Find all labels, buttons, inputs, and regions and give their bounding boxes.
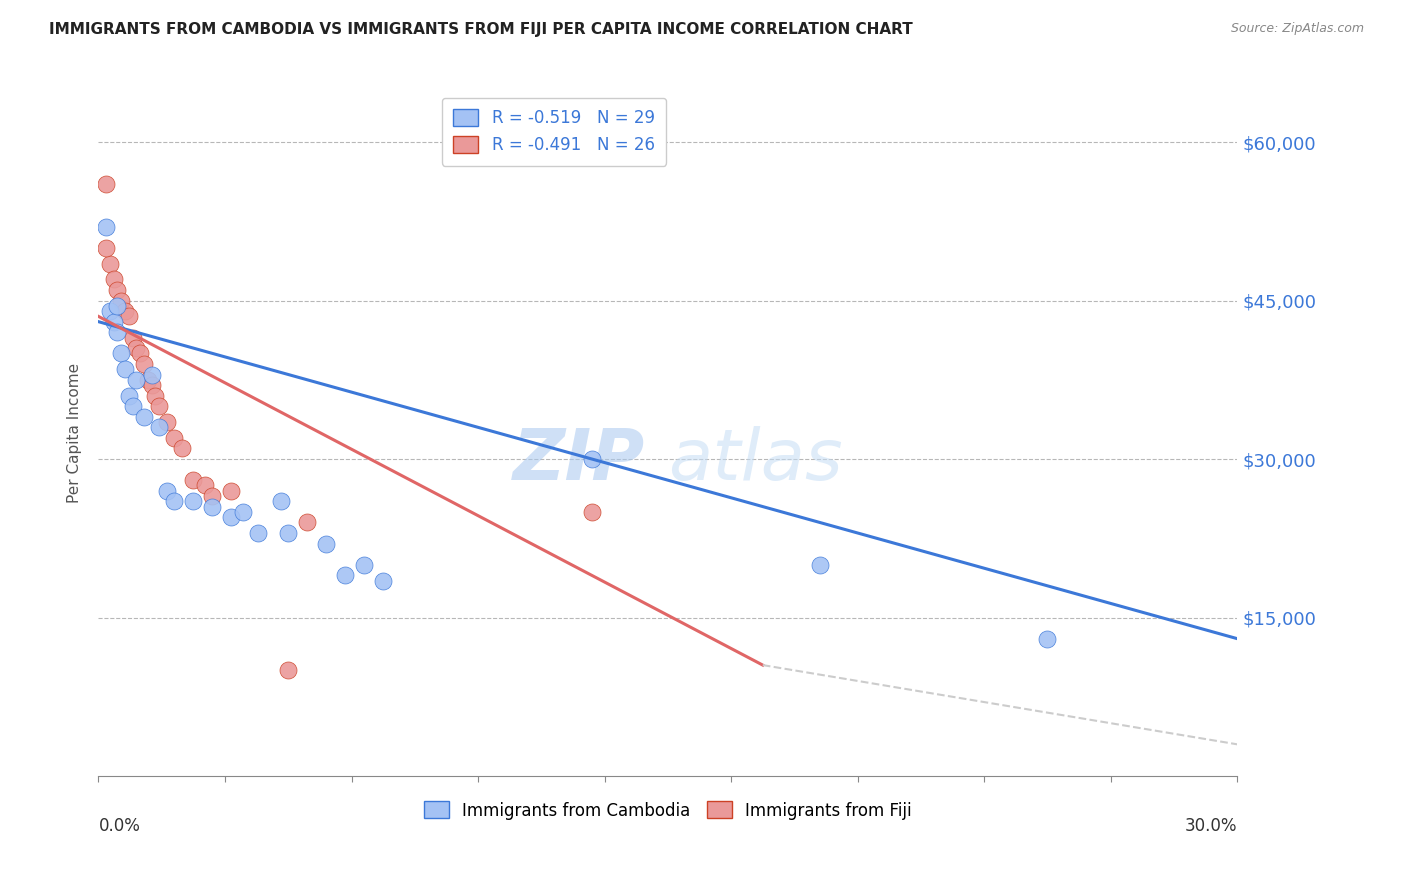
Point bbox=[277, 664, 299, 678]
Point bbox=[201, 489, 224, 503]
Point bbox=[221, 510, 243, 524]
Point bbox=[94, 219, 117, 234]
Point bbox=[114, 362, 136, 376]
Point bbox=[107, 325, 129, 339]
Point bbox=[170, 442, 193, 456]
Point bbox=[148, 420, 170, 434]
Point bbox=[125, 341, 148, 355]
Point bbox=[132, 409, 155, 424]
Point bbox=[148, 399, 170, 413]
Point bbox=[156, 483, 179, 498]
Point bbox=[103, 272, 125, 286]
Point bbox=[183, 473, 205, 487]
Point bbox=[141, 368, 163, 382]
Point bbox=[163, 494, 186, 508]
Point bbox=[194, 478, 217, 492]
Point bbox=[581, 505, 603, 519]
Point bbox=[107, 299, 129, 313]
Point bbox=[125, 373, 148, 387]
Point bbox=[103, 315, 125, 329]
Point bbox=[1036, 632, 1059, 646]
Point bbox=[353, 558, 375, 572]
Point bbox=[277, 526, 299, 541]
Point bbox=[98, 256, 121, 270]
Point bbox=[581, 452, 603, 467]
Point bbox=[808, 558, 831, 572]
Point bbox=[110, 346, 132, 360]
Point bbox=[315, 536, 337, 550]
Point bbox=[232, 505, 254, 519]
Text: 30.0%: 30.0% bbox=[1185, 817, 1237, 835]
Point bbox=[132, 357, 155, 371]
Point bbox=[121, 399, 143, 413]
Point bbox=[141, 378, 163, 392]
Point bbox=[114, 304, 136, 318]
Point bbox=[98, 304, 121, 318]
Point bbox=[201, 500, 224, 514]
Text: ZIP: ZIP bbox=[513, 425, 645, 494]
Y-axis label: Per Capita Income: Per Capita Income bbox=[67, 362, 83, 503]
Point bbox=[163, 431, 186, 445]
Point bbox=[121, 330, 143, 344]
Point bbox=[118, 389, 141, 403]
Point bbox=[221, 483, 243, 498]
Legend: Immigrants from Cambodia, Immigrants from Fiji: Immigrants from Cambodia, Immigrants fro… bbox=[413, 791, 922, 830]
Point bbox=[145, 389, 167, 403]
Point bbox=[129, 346, 152, 360]
Point bbox=[156, 415, 179, 429]
Text: Source: ZipAtlas.com: Source: ZipAtlas.com bbox=[1230, 22, 1364, 36]
Point bbox=[110, 293, 132, 308]
Point bbox=[136, 373, 159, 387]
Text: IMMIGRANTS FROM CAMBODIA VS IMMIGRANTS FROM FIJI PER CAPITA INCOME CORRELATION C: IMMIGRANTS FROM CAMBODIA VS IMMIGRANTS F… bbox=[49, 22, 912, 37]
Point bbox=[183, 494, 205, 508]
Text: 0.0%: 0.0% bbox=[98, 817, 141, 835]
Point bbox=[94, 178, 117, 192]
Point bbox=[118, 310, 141, 324]
Point bbox=[297, 516, 319, 530]
Point bbox=[94, 241, 117, 255]
Point bbox=[270, 494, 292, 508]
Point bbox=[107, 283, 129, 297]
Point bbox=[335, 568, 357, 582]
Point bbox=[246, 526, 269, 541]
Text: atlas: atlas bbox=[668, 425, 842, 494]
Point bbox=[371, 574, 394, 588]
